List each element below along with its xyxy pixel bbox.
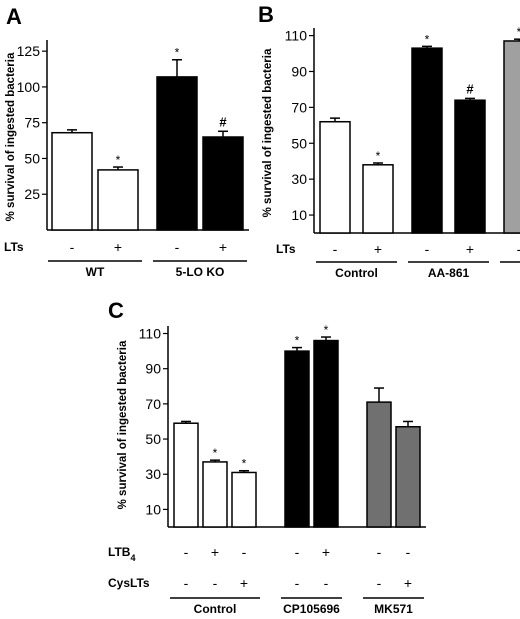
y-tick-label: 30	[145, 466, 161, 482]
bar	[362, 164, 394, 234]
y-tick-label: 25	[24, 186, 40, 202]
y-tick-label: 75	[24, 115, 40, 131]
minus-sign: -	[406, 544, 411, 560]
panel-b: B % survival of ingested bacteria 10 30 50 70…	[258, 2, 520, 280]
hash-annotation: #	[219, 114, 227, 129]
factor-row-label: CysLTs	[108, 576, 150, 590]
panel-a: A % survival of ingested bacteria 25 50 75 10…	[4, 4, 249, 279]
minus-sign: -	[377, 575, 382, 591]
y-tick-label: 50	[145, 431, 161, 447]
plus-sign: +	[322, 544, 330, 560]
bar	[503, 40, 520, 234]
minus-sign: -	[517, 241, 520, 257]
plus-sign: +	[219, 239, 227, 255]
factor-row-label: LTs	[276, 242, 296, 256]
minus-sign: -	[324, 575, 329, 591]
y-axis-label: % survival of ingested bacteria	[117, 340, 129, 509]
panel-letter: B	[258, 2, 274, 27]
bar	[366, 401, 392, 528]
bar	[51, 131, 93, 231]
y-tick-label: 50	[291, 135, 307, 151]
group-label: 5-LO KO	[176, 265, 225, 279]
significance-asterisk: *	[213, 446, 218, 460]
y-tick-label: 50	[24, 150, 40, 166]
group-label: CP105696	[283, 602, 340, 616]
bar	[395, 425, 421, 528]
y-tick-label: 10	[145, 501, 161, 517]
bar	[202, 461, 228, 528]
significance-asterisk: *	[324, 323, 329, 337]
minus-sign: -	[295, 544, 300, 560]
bar	[173, 422, 199, 528]
y-tick-label: 70	[145, 396, 161, 412]
panel-letter: A	[6, 4, 22, 29]
factor-row-label: LTB4	[108, 545, 135, 563]
hash-annotation: #	[466, 81, 474, 96]
minus-sign: -	[425, 241, 430, 257]
y-axis-label: % survival of ingested bacteria	[262, 48, 274, 217]
y-tick-label: 30	[291, 171, 307, 187]
significance-asterisk: *	[175, 46, 180, 60]
factor-row-label-subscript: 4	[130, 553, 135, 563]
factor-row-label: LTs	[4, 240, 24, 254]
minus-sign: -	[242, 544, 247, 560]
significance-asterisk: *	[425, 32, 430, 46]
group-label: WT	[86, 265, 105, 279]
y-tick-label: 90	[291, 63, 307, 79]
group-label: Control	[194, 602, 237, 616]
plus-sign: +	[404, 575, 412, 591]
minus-sign: -	[70, 239, 75, 255]
bar	[411, 47, 443, 234]
minus-sign: -	[333, 241, 338, 257]
significance-asterisk: *	[295, 334, 300, 348]
panel-c: C % survival of ingested bacteria 10 30 50 70…	[108, 298, 426, 616]
y-tick-label: 125	[17, 43, 41, 59]
significance-asterisk: *	[517, 25, 520, 39]
significance-asterisk: *	[242, 457, 247, 471]
minus-sign: -	[295, 575, 300, 591]
minus-sign: -	[377, 544, 382, 560]
group-label: Control	[335, 266, 378, 280]
y-tick-label: 90	[145, 361, 161, 377]
bar	[454, 99, 486, 234]
plus-sign: +	[114, 239, 122, 255]
y-tick-label: 10	[291, 207, 307, 223]
y-axis-label: % survival of ingested bacteria	[5, 52, 17, 221]
significance-asterisk: *	[116, 153, 121, 167]
y-tick-label: 110	[285, 28, 308, 44]
minus-sign: -	[213, 575, 218, 591]
group-label: AA-861	[428, 266, 470, 280]
bar	[319, 120, 351, 234]
bar	[97, 169, 139, 231]
y-tick-label: 100	[17, 79, 41, 95]
bar	[202, 136, 244, 231]
bar	[313, 339, 339, 528]
bar	[156, 76, 198, 231]
bar	[284, 350, 310, 528]
significance-asterisk: *	[376, 149, 381, 163]
minus-sign: -	[184, 575, 189, 591]
minus-sign: -	[175, 239, 180, 255]
minus-sign: -	[184, 544, 189, 560]
plus-sign: +	[466, 241, 474, 257]
plus-sign: +	[211, 544, 219, 560]
group-label: MK571	[374, 602, 413, 616]
y-tick-label: 110	[139, 326, 162, 342]
y-tick-label: 70	[291, 99, 307, 115]
bar	[231, 471, 257, 528]
plus-sign: +	[374, 241, 382, 257]
plus-sign: +	[240, 575, 248, 591]
panel-letter: C	[108, 298, 124, 323]
